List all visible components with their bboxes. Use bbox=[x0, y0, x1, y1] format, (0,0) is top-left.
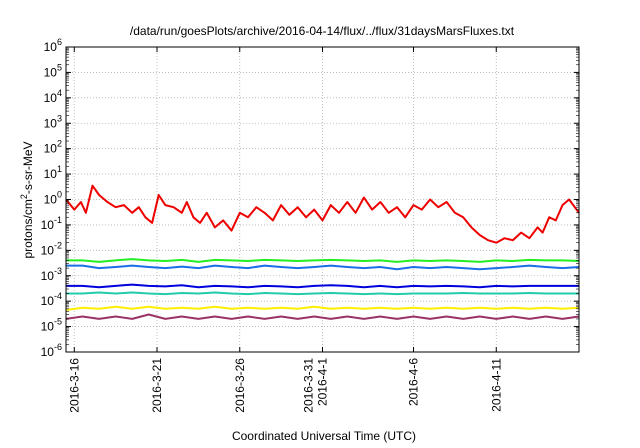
y-axis: 10-6 10-5 10-4 10-3 10-2 10-1 100 101 102 103 104 1… bbox=[41, 37, 579, 359]
x-tick-label: 2016-3-26 bbox=[233, 358, 247, 413]
series-line-1 bbox=[65, 184, 580, 244]
x-tick-label: 2016-3-21 bbox=[150, 358, 164, 413]
x-axis-label: Coordinated Universal Time (UTC) bbox=[232, 429, 416, 443]
x-tick-label: 2016-3-31 bbox=[302, 358, 316, 413]
x-tick-label: 2016-4-11 bbox=[489, 358, 503, 412]
series-line-4 bbox=[66, 283, 579, 289]
series-line-2 bbox=[66, 258, 580, 263]
y-tick-label: 10-6 bbox=[41, 342, 62, 359]
y-tick-label: 102 bbox=[44, 139, 62, 156]
y-tick-label: 101 bbox=[44, 164, 62, 181]
x-tick-label: 2016-4-6 bbox=[407, 358, 421, 406]
y-tick-label: 10-2 bbox=[41, 240, 62, 257]
y-tick-label: 10-3 bbox=[41, 266, 62, 283]
series-line-7 bbox=[65, 313, 580, 320]
series-group bbox=[65, 184, 580, 320]
x-axis: 2016-3-16 2016-3-21 2016-3-26 2016-3-31 2016… bbox=[67, 47, 503, 413]
y-tick-label: 103 bbox=[44, 113, 62, 130]
y-tick-label: 104 bbox=[44, 88, 62, 105]
series-line-3 bbox=[66, 264, 580, 271]
y-tick-label: 10-4 bbox=[41, 291, 62, 308]
series-line-6 bbox=[65, 305, 580, 311]
y-axis-label: protons/cm2-s-sr-MeV bbox=[19, 141, 35, 258]
x-tick-label: 2016-4-1 bbox=[316, 358, 330, 406]
y-tick-label: 10-5 bbox=[41, 317, 62, 334]
y-tick-label: 10-1 bbox=[41, 215, 62, 232]
y-tick-label: 106 bbox=[44, 37, 62, 54]
grid bbox=[66, 47, 579, 352]
chart-title: /data/run/goesPlots/archive/2016-04-14/f… bbox=[130, 24, 515, 38]
y-tick-label: 105 bbox=[44, 62, 62, 79]
y-tick-label: 100 bbox=[44, 190, 62, 207]
series-line-5 bbox=[66, 291, 579, 296]
x-tick-label: 2016-3-16 bbox=[67, 358, 81, 413]
